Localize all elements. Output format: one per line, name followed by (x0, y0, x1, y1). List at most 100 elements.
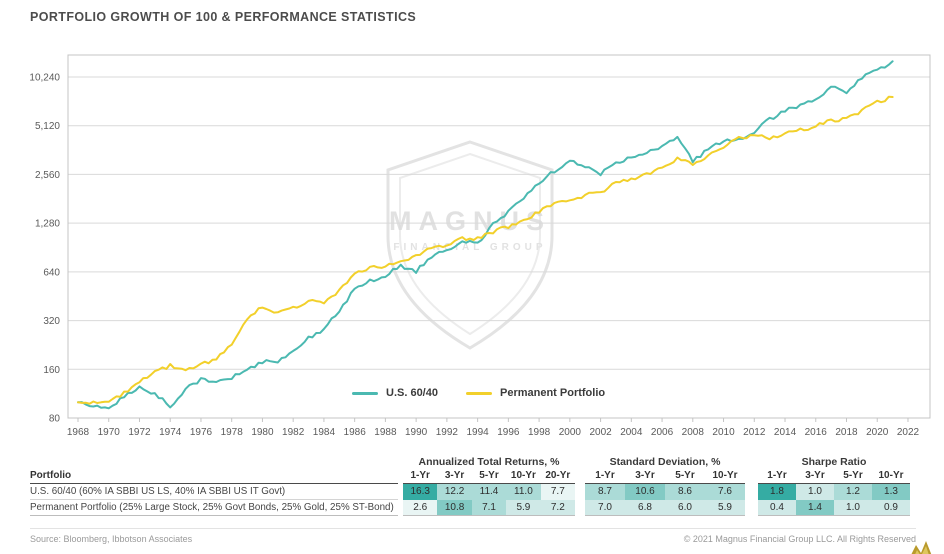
column-header: 10-Yr (712, 470, 738, 481)
stat-cell: 16.3 (403, 484, 438, 500)
stat-cell: 1.2 (834, 484, 872, 500)
portfolio-column-header: Portfolio (30, 470, 398, 484)
svg-text:5,120: 5,120 (35, 121, 60, 132)
stat-cell: 10.6 (625, 484, 665, 500)
svg-text:1998: 1998 (528, 427, 551, 438)
stat-group-values: 1.8 1.0 1.2 1.3 (758, 484, 910, 500)
svg-text:1982: 1982 (282, 427, 305, 438)
table-row: U.S. 60/40 (60% IA SBBI US LS, 40% IA SB… (30, 484, 910, 500)
plot-border (67, 54, 931, 419)
stat-cell: 1.3 (872, 484, 910, 500)
legend-label: Permanent Portfolio (499, 387, 606, 399)
stat-group-block: Sharpe Ratio (758, 456, 910, 470)
svg-text:2020: 2020 (866, 427, 889, 438)
stat-group-values: 16.3 12.2 11.4 11.0 7.7 (403, 484, 576, 500)
svg-text:640: 640 (43, 267, 60, 278)
legend-swatch (352, 391, 378, 395)
svg-text:1978: 1978 (221, 427, 244, 438)
x-axis-labels: 1968 1970 1972 1974 1976 1978 1980 1982 1984 1986… (67, 427, 920, 438)
stat-cell: 7.6 (705, 484, 745, 500)
source-note: Source: Bloomberg, Ibbotson Associates (30, 534, 193, 544)
column-header: 10-Yr (878, 470, 904, 481)
svg-text:1996: 1996 (497, 427, 520, 438)
svg-text:1994: 1994 (466, 427, 489, 438)
svg-text:2022: 2022 (897, 427, 920, 438)
svg-text:1,280: 1,280 (35, 219, 60, 230)
svg-text:1990: 1990 (405, 427, 428, 438)
stat-cell: 11.0 (506, 484, 541, 500)
stat-cell: 1.0 (834, 500, 872, 515)
svg-text:2018: 2018 (835, 427, 858, 438)
svg-text:1974: 1974 (159, 427, 182, 438)
legend-label: U.S. 60/40 (386, 387, 438, 399)
stat-group-block: Annualized Total Returns, % (403, 456, 575, 470)
stat-cell: 8.6 (665, 484, 705, 500)
svg-text:1972: 1972 (128, 427, 151, 438)
column-header: 1-Yr (767, 470, 787, 481)
column-header: 5-Yr (675, 470, 695, 481)
svg-text:1968: 1968 (67, 427, 90, 438)
column-header: 5-Yr (843, 470, 863, 481)
svg-text:2,560: 2,560 (35, 170, 60, 181)
stat-cell: 1.4 (796, 500, 834, 515)
x-axis-ticks (77, 418, 909, 422)
svg-text:2010: 2010 (712, 427, 735, 438)
column-header: 5-Yr (479, 470, 499, 481)
svg-text:10,240: 10,240 (29, 73, 60, 84)
stat-group-block: Standard Deviation, % (585, 456, 745, 470)
gold-emblem-icon (911, 541, 932, 554)
svg-text:320: 320 (43, 316, 60, 327)
group-header-spacer (30, 456, 398, 470)
stat-group-values: 2.6 10.8 7.1 5.9 7.2 (403, 500, 576, 516)
table-group-header-row: Annualized Total Returns, % Standard Devi… (30, 456, 910, 470)
stat-group-columns: 1-Yr 3-Yr 5-Yr 10-Yr (585, 470, 745, 484)
stat-cell: 1.8 (758, 484, 796, 500)
stat-cell: 5.9 (705, 500, 745, 515)
svg-text:80: 80 (49, 414, 61, 425)
table-column-header-row: Portfolio 1-Yr 3-Yr 5-Yr 10-Yr 20-Yr 1-Yr 3-Yr 5… (30, 470, 910, 484)
svg-text:2006: 2006 (651, 427, 674, 438)
svg-text:2014: 2014 (774, 427, 797, 438)
table-row: Permanent Portfolio (25% Large Stock, 25… (30, 500, 910, 516)
stat-cell: 0.4 (758, 500, 796, 515)
svg-text:1988: 1988 (374, 427, 397, 438)
stat-cell: 8.7 (585, 484, 625, 500)
svg-text:1980: 1980 (251, 427, 274, 438)
svg-text:2008: 2008 (682, 427, 705, 438)
line-chart-canvas: 80 160 320 640 1,280 2,560 5,120 10,240 1968 1970… (29, 54, 931, 438)
permanent-portfolio-line (77, 95, 894, 405)
column-header: 20-Yr (545, 470, 571, 481)
svg-text:1970: 1970 (98, 427, 121, 438)
stat-cell: 10.8 (437, 500, 472, 515)
svg-text:2016: 2016 (805, 427, 828, 438)
stat-group-columns: 1-Yr 3-Yr 5-Yr 10-Yr (758, 470, 910, 484)
svg-text:1986: 1986 (344, 427, 367, 438)
portfolio-name: Permanent Portfolio (25% Large Stock, 25… (30, 500, 398, 516)
column-header: 3-Yr (805, 470, 825, 481)
growth-chart: MAGNUS FINANCIAL GROUP 80 160 320 640 1,280 2… (0, 40, 944, 445)
stat-cell: 7.0 (585, 500, 625, 515)
stat-group-values: 7.0 6.8 6.0 5.9 (585, 500, 745, 516)
stat-cell: 0.9 (872, 500, 910, 515)
legend-item-u-s-60-40: U.S. 60/40 (352, 387, 438, 399)
stat-cell: 1.0 (796, 484, 834, 500)
page-title: PORTFOLIO GROWTH OF 100 & PERFORMANCE ST… (30, 10, 417, 24)
u-s-60-40-line (77, 60, 894, 410)
stat-group-values: 0.4 1.4 1.0 0.9 (758, 500, 910, 516)
column-header: 1-Yr (595, 470, 615, 481)
copyright: © 2021 Magnus Financial Group LLC. All R… (683, 534, 916, 544)
group-title-std_dev: Standard Deviation, % (609, 456, 721, 468)
stat-cell: 7.2 (540, 500, 576, 515)
svg-text:1984: 1984 (313, 427, 336, 438)
stat-cell: 6.8 (625, 500, 665, 515)
stat-cell: 7.1 (471, 500, 507, 515)
svg-text:160: 160 (43, 365, 60, 376)
column-header: 10-Yr (510, 470, 536, 481)
stat-cell: 5.9 (506, 500, 541, 515)
stat-cell: 11.4 (471, 484, 507, 500)
legend-swatch (465, 391, 492, 395)
performance-stats-table: Annualized Total Returns, % Standard Devi… (30, 456, 910, 516)
svg-text:2004: 2004 (620, 427, 643, 438)
stat-cell: 7.7 (540, 484, 576, 500)
